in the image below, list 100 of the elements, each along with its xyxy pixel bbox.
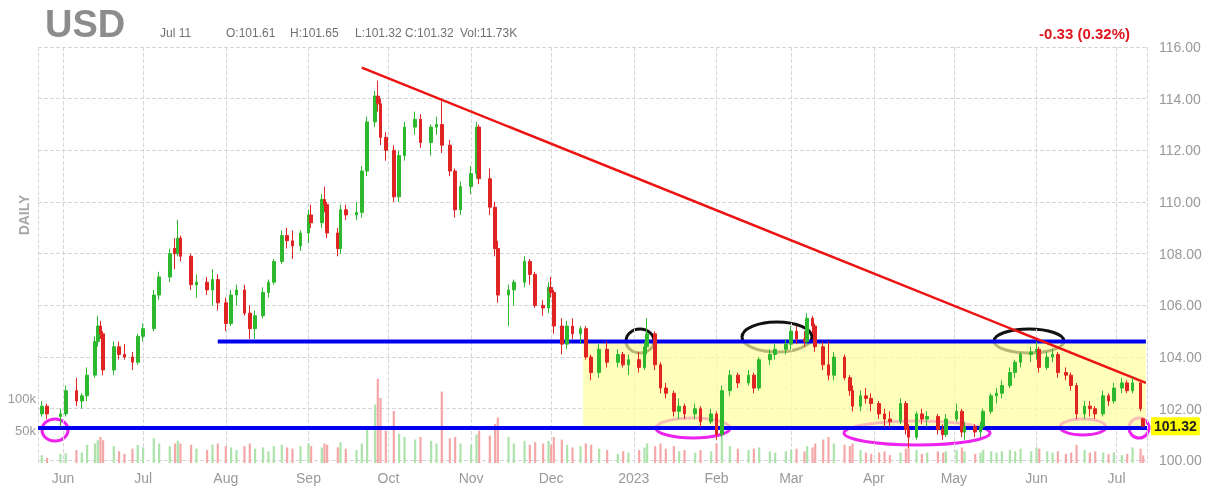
candlestick (272, 258, 276, 286)
bar (1064, 453, 1067, 463)
candlestick (373, 90, 377, 128)
candlestick (112, 341, 116, 376)
bar (267, 451, 270, 463)
bar (403, 437, 406, 463)
candlestick (1107, 392, 1110, 407)
text: L:101.32 (355, 26, 403, 40)
candlestick (1141, 417, 1145, 427)
candlestick (936, 413, 940, 436)
candlestick (173, 237, 177, 270)
bar (1056, 451, 1059, 463)
bar (622, 451, 625, 463)
bar (560, 439, 563, 463)
bar (736, 448, 739, 463)
bar (286, 447, 289, 463)
bar (579, 446, 582, 463)
candlestick (960, 408, 964, 438)
bar (470, 444, 473, 463)
y-tick-label: 116.00 (1159, 39, 1201, 55)
bar (1083, 450, 1086, 463)
x-tick-label: Jun (51, 470, 75, 486)
bar (659, 443, 662, 463)
x-tick-label: Feb (704, 470, 729, 486)
candlestick (168, 248, 172, 283)
candlestick (683, 403, 686, 420)
bar (1000, 451, 1003, 463)
bar (1019, 448, 1022, 463)
candlestick (720, 384, 724, 438)
candlestick (435, 116, 438, 136)
bar (1094, 451, 1097, 463)
candlestick (75, 377, 78, 407)
candlestick (469, 165, 473, 195)
candlestick (1083, 400, 1086, 420)
candlestick (1051, 348, 1054, 363)
bar (683, 450, 686, 463)
bar (870, 453, 873, 463)
candlestick (565, 320, 569, 350)
candlestick (253, 310, 257, 340)
candlestick (507, 284, 510, 327)
bar (475, 434, 478, 463)
bar (678, 451, 681, 463)
candlestick (189, 253, 193, 291)
candlestick (1125, 379, 1129, 394)
x-tick-label: Oct (377, 470, 400, 486)
text: Vol:11.73K (460, 26, 518, 40)
bar (1139, 448, 1142, 463)
candlestick (1075, 382, 1078, 420)
bar (435, 443, 438, 463)
text: DAILY (16, 193, 32, 236)
candlestick (429, 124, 433, 157)
candlestick (888, 410, 892, 428)
candlestick (1101, 390, 1105, 417)
candlestick (541, 299, 545, 317)
bar (1051, 452, 1054, 463)
y2-tick-label: 100k (7, 390, 37, 406)
text: Jul 11 (160, 26, 192, 40)
candlestick (605, 341, 609, 368)
candlestick (989, 392, 993, 415)
y2-tick-label: 50k (15, 423, 37, 438)
candlestick (693, 403, 697, 420)
bar (827, 437, 830, 463)
bar (1126, 453, 1129, 463)
bar (907, 446, 910, 463)
candlestick (715, 410, 718, 441)
bar (960, 447, 963, 463)
candlestick (699, 405, 702, 428)
bar (795, 448, 798, 463)
bar (811, 447, 814, 463)
candlestick (915, 410, 918, 441)
candlestick (859, 390, 862, 412)
bar (59, 453, 62, 463)
candlestick (1045, 351, 1049, 371)
bar (728, 446, 731, 463)
bar (414, 439, 417, 463)
bar (747, 450, 750, 463)
bar (720, 437, 723, 463)
bar (664, 448, 667, 463)
bar (616, 453, 619, 463)
bar (102, 440, 105, 463)
bar (638, 450, 641, 463)
bar (326, 444, 329, 463)
x-tick-label: Aug (213, 470, 239, 486)
candlestick (229, 289, 233, 327)
candlestick (179, 235, 182, 262)
bar (112, 446, 115, 463)
candlestick (40, 400, 44, 417)
bar (899, 452, 902, 463)
bar (590, 444, 593, 463)
bar (995, 452, 998, 463)
bar (430, 440, 433, 463)
candlestick (728, 369, 732, 397)
candlestick (883, 408, 886, 428)
candlestick (64, 384, 68, 417)
bar (547, 440, 550, 463)
x-tick-label: Jul (1107, 470, 1126, 486)
candlestick (1029, 346, 1033, 363)
bar (571, 447, 574, 463)
bar (806, 446, 809, 463)
candlestick (653, 330, 657, 371)
